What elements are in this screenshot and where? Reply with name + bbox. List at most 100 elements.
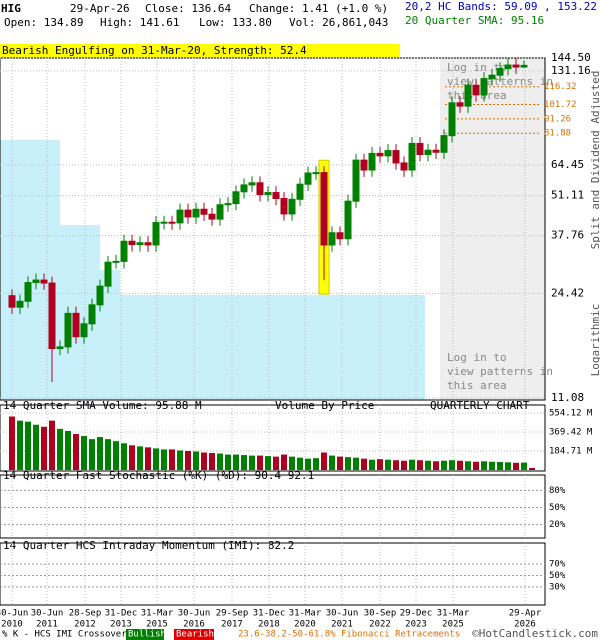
volume-bar: [529, 467, 535, 470]
y-tick-label: 51.11: [551, 189, 584, 202]
candle-body: [264, 192, 272, 196]
x-tick-year: 2022: [369, 620, 391, 630]
volume-bar: [225, 454, 231, 470]
price-frame: [0, 57, 546, 401]
volume-bar: [505, 462, 511, 470]
x-tick-year: 2025: [442, 620, 464, 630]
volume-bar: [249, 455, 255, 470]
candle-body: [488, 74, 496, 80]
candle-body: [288, 198, 296, 215]
x-tick-date: 31-Dec: [253, 609, 286, 619]
bullish-box: [126, 629, 164, 640]
high: High: 141.61: [100, 16, 179, 29]
candle-body: [40, 279, 48, 284]
low: Low: 133.80: [199, 16, 272, 29]
candle-body: [440, 135, 448, 153]
x-tick-date: 31-Mar: [141, 609, 174, 619]
candle-body: [416, 142, 424, 156]
candle-body: [384, 150, 392, 157]
candle-body: [176, 209, 184, 224]
candle-body: [472, 84, 480, 96]
volume-bar: [161, 449, 167, 470]
y-tick-label: 144.50: [551, 51, 591, 64]
volume-bar: [97, 437, 103, 470]
vbp-title: Volume By Price: [275, 399, 374, 412]
candle-body: [224, 203, 232, 206]
volume-bar: [57, 428, 63, 470]
volume-bar: [305, 458, 311, 470]
x-tick-year: 2010: [1, 620, 23, 630]
y-tick-label: 24.42: [551, 286, 584, 299]
volume-bar: [289, 456, 295, 470]
candle-body: [336, 232, 344, 240]
volume-bar: [417, 460, 423, 470]
volume-title: 14 Quarter SMA Volume: 95.88 M: [3, 399, 202, 412]
x-tick-date: 30-Sep: [364, 609, 397, 619]
volume-tick-label: 369.42 M: [549, 427, 593, 437]
volume-bar: [449, 460, 455, 470]
x-tick-date: 29-Dec: [400, 609, 433, 619]
volume-bar: [265, 456, 271, 470]
volume-bar: [353, 457, 359, 470]
volume-frame: [0, 404, 546, 472]
date: 29-Apr-26: [70, 2, 130, 15]
x-tick-date: 30-Jun: [0, 609, 28, 619]
candle-body: [496, 68, 504, 76]
y-tick-label: 131.16: [551, 64, 591, 77]
volume-bar: [457, 460, 463, 470]
footer-crossover: % K - HCS IMI Crossover:: [2, 630, 132, 640]
imi-title: 14 Quarter HCS Intraday Momentum (IMI): …: [3, 539, 294, 552]
volume-bar: [169, 449, 175, 470]
candle-body: [272, 192, 280, 200]
volume-bar: [473, 461, 479, 470]
login-text: Log in to view patterns in this area: [447, 351, 560, 392]
candle-body: [464, 84, 472, 107]
x-tick-year: 2020: [294, 620, 316, 630]
candle-body: [192, 208, 200, 218]
volume-bar: [89, 439, 95, 470]
volume-bar: [73, 433, 79, 470]
candle-body: [80, 323, 88, 338]
volume-bar: [193, 451, 199, 470]
x-tick-date: 28-Sep: [69, 609, 102, 619]
vbp-zone: [100, 270, 120, 400]
candle-body: [184, 209, 192, 218]
ticker: HIG: [1, 2, 21, 15]
volume-bar: [401, 460, 407, 470]
candle-body: [344, 200, 352, 240]
volume-bar: [345, 457, 351, 470]
candle-body: [424, 149, 432, 156]
candle-body: [104, 261, 112, 287]
volume-bar: [497, 461, 503, 470]
candle-body: [160, 221, 168, 224]
y-tick-label: 64.45: [551, 158, 584, 171]
candle-body: [208, 213, 216, 220]
vbp-zone: [0, 140, 60, 400]
candle-body: [432, 149, 440, 153]
candle-body: [512, 64, 520, 68]
pattern: Bearish Engulfing on 31-Mar-20, Strength…: [2, 44, 307, 57]
candle-body: [24, 282, 32, 302]
candle-body: [168, 221, 176, 224]
volume-bar: [393, 460, 399, 470]
stochastic-tick-label: 80%: [549, 486, 566, 496]
chart-kind: QUARTERLY CHART: [430, 399, 530, 412]
volume-bar: [489, 461, 495, 470]
footer-fib: 23.6-38.2-50-61.8% Fibonacci Retracement…: [238, 630, 460, 640]
volume-tick-label: 554.12 M: [549, 409, 593, 419]
candle-body: [320, 172, 328, 246]
volume-bar: [201, 452, 207, 470]
candle-body: [72, 312, 80, 338]
volume-bar: [409, 459, 415, 470]
login-zone: [440, 58, 545, 400]
volume-bar: [233, 454, 239, 470]
candle-body: [400, 162, 408, 171]
volume-bar: [145, 447, 151, 470]
candle-body: [216, 204, 224, 220]
footer-site: ©HotCandlestick.com: [472, 627, 598, 640]
volume-bar: [297, 457, 303, 470]
candle-body: [504, 64, 512, 70]
x-tick-date: 31-Mar: [437, 609, 470, 619]
candle-body: [352, 159, 360, 202]
candle-body: [152, 222, 160, 246]
